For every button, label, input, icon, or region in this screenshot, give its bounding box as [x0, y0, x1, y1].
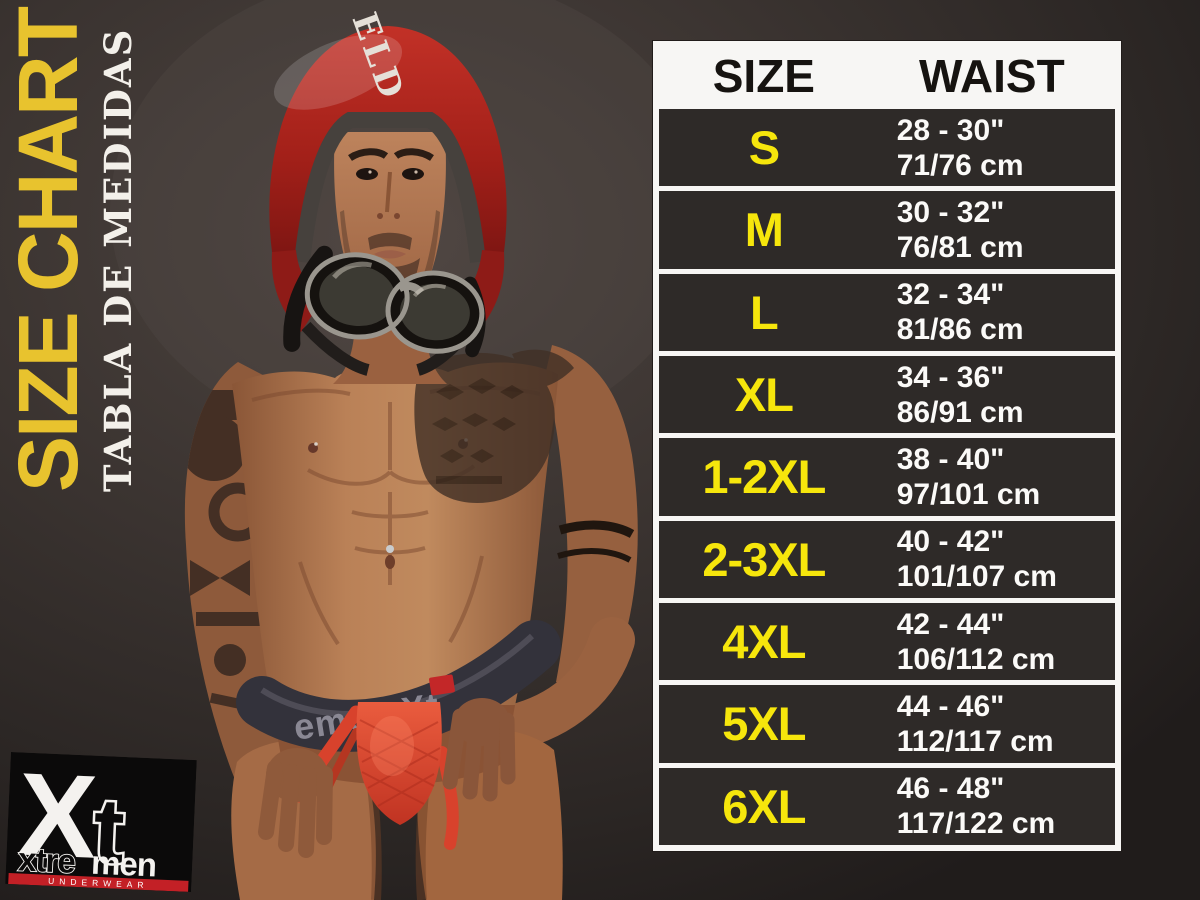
waist-inches: 32 - 34"	[896, 278, 1005, 312]
table-row: XL 34 - 36" 86/91 cm	[659, 355, 1115, 434]
table-row: 5XL 44 - 46" 112/117 cm	[659, 685, 1115, 763]
table-row: 4XL 42 - 44" 106/112 cm	[659, 602, 1115, 681]
waist-cell: 40 - 42" 101/107 cm	[869, 524, 1115, 594]
model-right-arm	[489, 345, 638, 751]
table-row: 2-3XL 40 - 42" 101/107 cm	[659, 520, 1115, 598]
table-row: L 32 - 34" 81/86 cm	[659, 273, 1115, 351]
waist-cell: 44 - 46" 112/117 cm	[869, 689, 1115, 759]
jockstrap-pouch	[293, 702, 459, 850]
size-cell: 6XL	[722, 779, 806, 833]
waist-inches: 38 - 40"	[896, 442, 1005, 476]
size-cell: XL	[734, 368, 794, 422]
waist-cm: 76/81 cm	[896, 230, 1024, 264]
logo-monogram-t: t	[91, 780, 126, 883]
waist-cell: 34 - 36" 86/91 cm	[869, 360, 1115, 430]
size-table-header: SIZE WAIST	[659, 47, 1115, 104]
waist-inches: 28 - 30"	[896, 113, 1005, 147]
page-subtitle-es: TABLA DE MEDIDAS	[96, 27, 140, 492]
logo-underwear-bar	[8, 873, 189, 892]
xtremen-logo: X t xtre men UNDERWEAR	[5, 752, 197, 892]
model-right-hand	[442, 698, 516, 802]
waist-inches: 34 - 36"	[896, 360, 1005, 394]
waist-cm: 71/76 cm	[896, 148, 1024, 182]
header-size: SIZE	[712, 49, 815, 102]
navel-piercing	[386, 545, 394, 553]
table-row: 6XL 46 - 48" 117/122 cm	[659, 767, 1115, 845]
waist-cell: 28 - 30" 71/76 cm	[869, 113, 1115, 183]
logo-underwear-label: UNDERWEAR	[48, 876, 149, 890]
logo-monogram-x: X	[15, 752, 99, 884]
goggles	[283, 245, 486, 358]
size-cell: 2-3XL	[702, 532, 826, 586]
waist-cm: 81/86 cm	[896, 313, 1024, 347]
size-cell: 1-2XL	[702, 450, 826, 504]
waist-cell: 30 - 32" 76/81 cm	[869, 195, 1115, 265]
chin-strap	[301, 321, 370, 376]
waist-cm: 86/91 cm	[896, 395, 1024, 429]
model-left-hand	[258, 748, 333, 858]
waist-inches: 30 - 32"	[896, 195, 1005, 229]
chest-tattoo	[414, 349, 574, 504]
waist-inches: 46 - 48"	[896, 772, 1005, 806]
helmet-padding	[294, 112, 486, 263]
size-cell: S	[748, 121, 780, 175]
waist-cell: 32 - 34" 81/86 cm	[869, 277, 1115, 347]
size-cell: 4XL	[722, 615, 806, 669]
waist-cell: 46 - 48" 117/122 cm	[869, 771, 1115, 841]
waistband-logo-patch	[429, 674, 455, 696]
waist-cm: 112/117 cm	[896, 724, 1054, 758]
waist-cell: 38 - 40" 97/101 cm	[869, 442, 1115, 512]
waist-inches: 44 - 46"	[896, 689, 1005, 723]
waist-cm: 106/112 cm	[896, 642, 1056, 676]
armband-tattoo	[558, 520, 635, 539]
table-row: S 28 - 30" 71/76 cm	[659, 109, 1115, 187]
size-cell: M	[744, 203, 784, 257]
waist-cm: 101/107 cm	[896, 560, 1057, 594]
table-row: 1-2XL 38 - 40" 97/101 cm	[659, 438, 1115, 516]
red-helmet: ELD	[269, 7, 507, 376]
logo-brand-outline: xtre	[18, 840, 77, 879]
model-torso	[232, 349, 574, 706]
waist-cm: 97/101 cm	[896, 477, 1041, 511]
header-waist: WAIST	[919, 49, 1065, 102]
logo-brand-solid: men	[90, 844, 156, 884]
size-cell: L	[750, 285, 779, 339]
page-title: SIZE CHART	[1, 8, 95, 492]
size-cell: 5XL	[722, 697, 806, 751]
waist-inches: 40 - 42"	[896, 525, 1005, 559]
waist-cm: 117/122 cm	[896, 807, 1056, 841]
waist-cell: 42 - 44" 106/112 cm	[869, 607, 1115, 677]
table-row: M 30 - 32" 76/81 cm	[659, 191, 1115, 269]
waist-inches: 42 - 44"	[896, 607, 1005, 641]
size-table: SIZE WAIST S 28 - 30" 71/76 cm M 30 - 32…	[653, 41, 1121, 851]
